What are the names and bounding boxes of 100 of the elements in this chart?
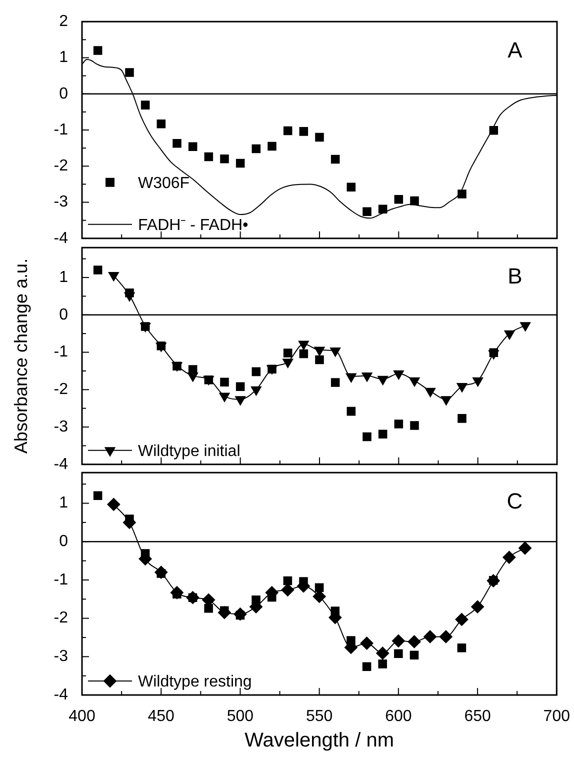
point xyxy=(458,414,466,423)
point xyxy=(425,388,436,398)
x-tick-label: 450 xyxy=(148,708,175,726)
y-tick-label: -3 xyxy=(54,648,68,666)
point xyxy=(440,396,452,406)
point xyxy=(376,646,390,660)
point xyxy=(236,158,245,168)
point xyxy=(252,144,261,154)
point xyxy=(362,432,372,442)
point xyxy=(394,649,403,658)
point xyxy=(93,266,102,274)
x-axis-title: Wavelength / nm xyxy=(244,730,394,752)
point xyxy=(188,142,198,152)
point xyxy=(520,322,531,332)
point xyxy=(156,119,166,128)
point xyxy=(236,382,245,392)
annotation: A xyxy=(508,38,523,63)
y-tick-label: 2 xyxy=(59,13,68,30)
point xyxy=(140,100,150,110)
point xyxy=(283,348,292,358)
legend-label: W306F xyxy=(138,174,190,192)
point xyxy=(456,383,468,392)
point xyxy=(283,126,292,136)
point xyxy=(378,430,388,439)
y-tick-label: -3 xyxy=(54,418,68,436)
y-tick-label: -4 xyxy=(54,456,68,473)
point xyxy=(93,46,102,55)
y-tick-label: -2 xyxy=(54,610,68,627)
point xyxy=(282,358,294,368)
y-tick-label: -1 xyxy=(54,571,68,588)
y-tick-label: -2 xyxy=(54,158,68,175)
point xyxy=(394,194,404,204)
point xyxy=(220,378,229,387)
point xyxy=(268,142,276,151)
point xyxy=(346,182,356,192)
point xyxy=(502,550,516,564)
point xyxy=(315,132,324,142)
point xyxy=(125,68,134,77)
point xyxy=(140,549,150,558)
point xyxy=(362,207,372,216)
x-tick-label: 600 xyxy=(385,708,412,726)
point xyxy=(410,196,419,206)
point xyxy=(472,377,484,387)
point xyxy=(235,396,246,406)
point xyxy=(330,348,341,357)
point xyxy=(378,204,388,214)
point xyxy=(250,386,262,396)
point xyxy=(281,583,294,596)
y-tick-label: -2 xyxy=(54,381,68,398)
y-tick-label: -3 xyxy=(54,194,68,211)
point xyxy=(392,634,405,648)
point xyxy=(410,421,419,430)
point xyxy=(489,126,498,135)
point xyxy=(252,367,261,376)
point xyxy=(299,127,308,136)
annotation: C xyxy=(506,488,523,514)
point xyxy=(204,152,214,162)
point xyxy=(394,420,404,428)
point xyxy=(471,600,484,614)
point xyxy=(314,346,325,356)
point xyxy=(172,138,182,148)
y-tick-label: -4 xyxy=(54,686,68,704)
point xyxy=(252,596,260,604)
point xyxy=(362,372,372,382)
point xyxy=(409,377,420,387)
point xyxy=(393,370,404,380)
point xyxy=(457,643,466,652)
legend-label: FADH⁻ - FADH• xyxy=(138,216,248,234)
point xyxy=(298,340,309,350)
point xyxy=(220,154,229,164)
point xyxy=(346,373,356,383)
point xyxy=(439,630,452,644)
point xyxy=(378,660,387,668)
point xyxy=(93,491,102,500)
y-axis-title: Absorbance change a.u. xyxy=(10,258,31,454)
point xyxy=(330,606,340,616)
x-tick-label: 650 xyxy=(464,708,491,726)
point xyxy=(219,392,230,402)
point xyxy=(378,376,388,386)
x-tick-label: 500 xyxy=(226,708,254,726)
y-tick-label: 1 xyxy=(59,268,68,286)
legend-label: Wildtype initial xyxy=(138,442,240,460)
legend-label: Wildtype resting xyxy=(138,673,252,690)
point xyxy=(330,154,340,164)
point xyxy=(314,583,324,592)
point xyxy=(204,376,214,384)
point xyxy=(125,288,134,298)
point xyxy=(107,498,120,511)
y-tick-label: -1 xyxy=(54,344,68,361)
point xyxy=(504,330,515,340)
x-tick-label: 550 xyxy=(306,708,333,726)
point xyxy=(360,636,374,650)
point xyxy=(424,630,437,644)
point xyxy=(362,662,372,672)
point xyxy=(458,190,466,198)
point xyxy=(489,348,498,358)
y-tick-label: 0 xyxy=(59,306,68,324)
point xyxy=(108,272,119,282)
y-tick-label: 1 xyxy=(59,49,68,66)
point xyxy=(299,349,308,358)
